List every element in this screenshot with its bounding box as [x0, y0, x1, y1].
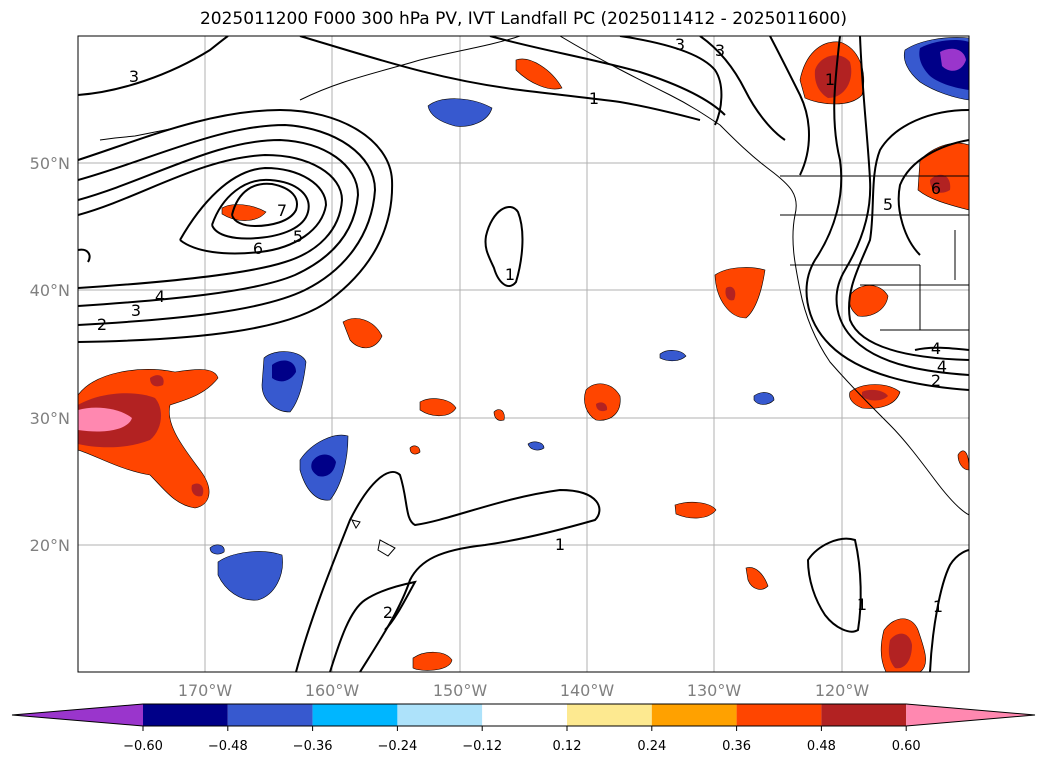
- pv-label-11: 3: [129, 67, 139, 86]
- ivt-negative-anomalies: [209, 37, 969, 601]
- pv-contours: [78, 36, 969, 672]
- pv-label-14: 4: [937, 357, 947, 376]
- pv-label-12: 3: [131, 301, 141, 320]
- colorbar-segment-1: [143, 704, 228, 726]
- lon-label-170w: 170°W: [178, 681, 233, 700]
- colorbar-segment-2: [227, 704, 313, 726]
- colorbar-tick-label-9: 0.60: [892, 739, 921, 754]
- colorbar-segment-8: [736, 704, 822, 726]
- map-frame: [77, 35, 970, 673]
- pv-label-18: 5: [293, 227, 303, 246]
- pv-label-4: 1: [857, 595, 867, 614]
- pv-label-17: 5: [883, 195, 893, 214]
- colorbar-segment-5: [482, 704, 567, 726]
- colorbar-tick-label-4: −0.12: [462, 739, 502, 754]
- colorbar-tick-label-0: −0.60: [123, 739, 163, 754]
- colorbar-tick-label-3: −0.24: [377, 739, 417, 754]
- pv-label-16: 4: [931, 339, 941, 358]
- colorbar-segment-6: [567, 704, 652, 726]
- pv-label-19: 6: [931, 179, 941, 198]
- colorbar-tick-label-8: 0.48: [807, 739, 836, 754]
- pv-label-9: 2: [931, 371, 941, 390]
- lon-label-140w: 140°W: [560, 681, 615, 700]
- pv-contour-labels: 1 1 1 1 1 1 2 2 2 3 3 3 3 4 4 4 5 5 6 6 …: [97, 35, 947, 622]
- colorbar-segment-4: [397, 704, 483, 726]
- pv-label-1: 1: [589, 89, 599, 108]
- colorbar-segment-0: [12, 704, 143, 726]
- colorbar-tick-label-7: 0.36: [722, 739, 751, 754]
- lat-label-30n: 30°N: [30, 409, 70, 428]
- lat-label-20n: 20°N: [30, 536, 70, 555]
- colorbar-tick-label-6: 0.24: [637, 739, 666, 754]
- colorbar-tick-label-1: −0.48: [208, 739, 248, 754]
- colorbar-segment-10: [906, 704, 1035, 726]
- pv-label-5: 1: [933, 597, 943, 616]
- lon-label-120w: 120°W: [815, 681, 870, 700]
- lon-label-160w: 160°W: [305, 681, 360, 700]
- pv-label-13: 3: [675, 35, 685, 54]
- pv-label-2: 1: [505, 265, 515, 284]
- colorbar-tick-label-5: 0.12: [553, 739, 582, 754]
- colorbar-segment-7: [651, 704, 737, 726]
- colorbar: −0.60 −0.48 −0.36 −0.24 −0.12 0.12 0.24 …: [11, 703, 1036, 754]
- pv-label-3: 1: [555, 535, 565, 554]
- colorbar-segment-9: [821, 704, 907, 726]
- pv-label-20: 6: [253, 239, 263, 258]
- lat-label-50n: 50°N: [30, 154, 70, 173]
- lon-label-150w: 150°W: [433, 681, 488, 700]
- pv-label-10: 3: [715, 41, 725, 60]
- pv-label-15: 4: [155, 287, 165, 306]
- pv-label-21: 7: [277, 201, 287, 220]
- colorbar-ticks: [142, 726, 907, 731]
- colorbar-segment-3: [312, 704, 398, 726]
- lat-label-40n: 40°N: [30, 281, 70, 300]
- pv-label-7: 2: [97, 315, 107, 334]
- colorbar-tick-label-2: −0.36: [293, 739, 333, 754]
- lon-label-130w: 130°W: [687, 681, 742, 700]
- longitude-labels: 170°W 160°W 150°W 140°W 130°W 120°W: [178, 681, 870, 700]
- pv-label-8: 2: [383, 603, 393, 622]
- plot-title: 2025011200 F000 300 hPa PV, IVT Landfall…: [199, 9, 847, 29]
- pv-label-6: 1: [825, 70, 835, 89]
- latitude-labels: 50°N 40°N 30°N 20°N: [30, 154, 70, 555]
